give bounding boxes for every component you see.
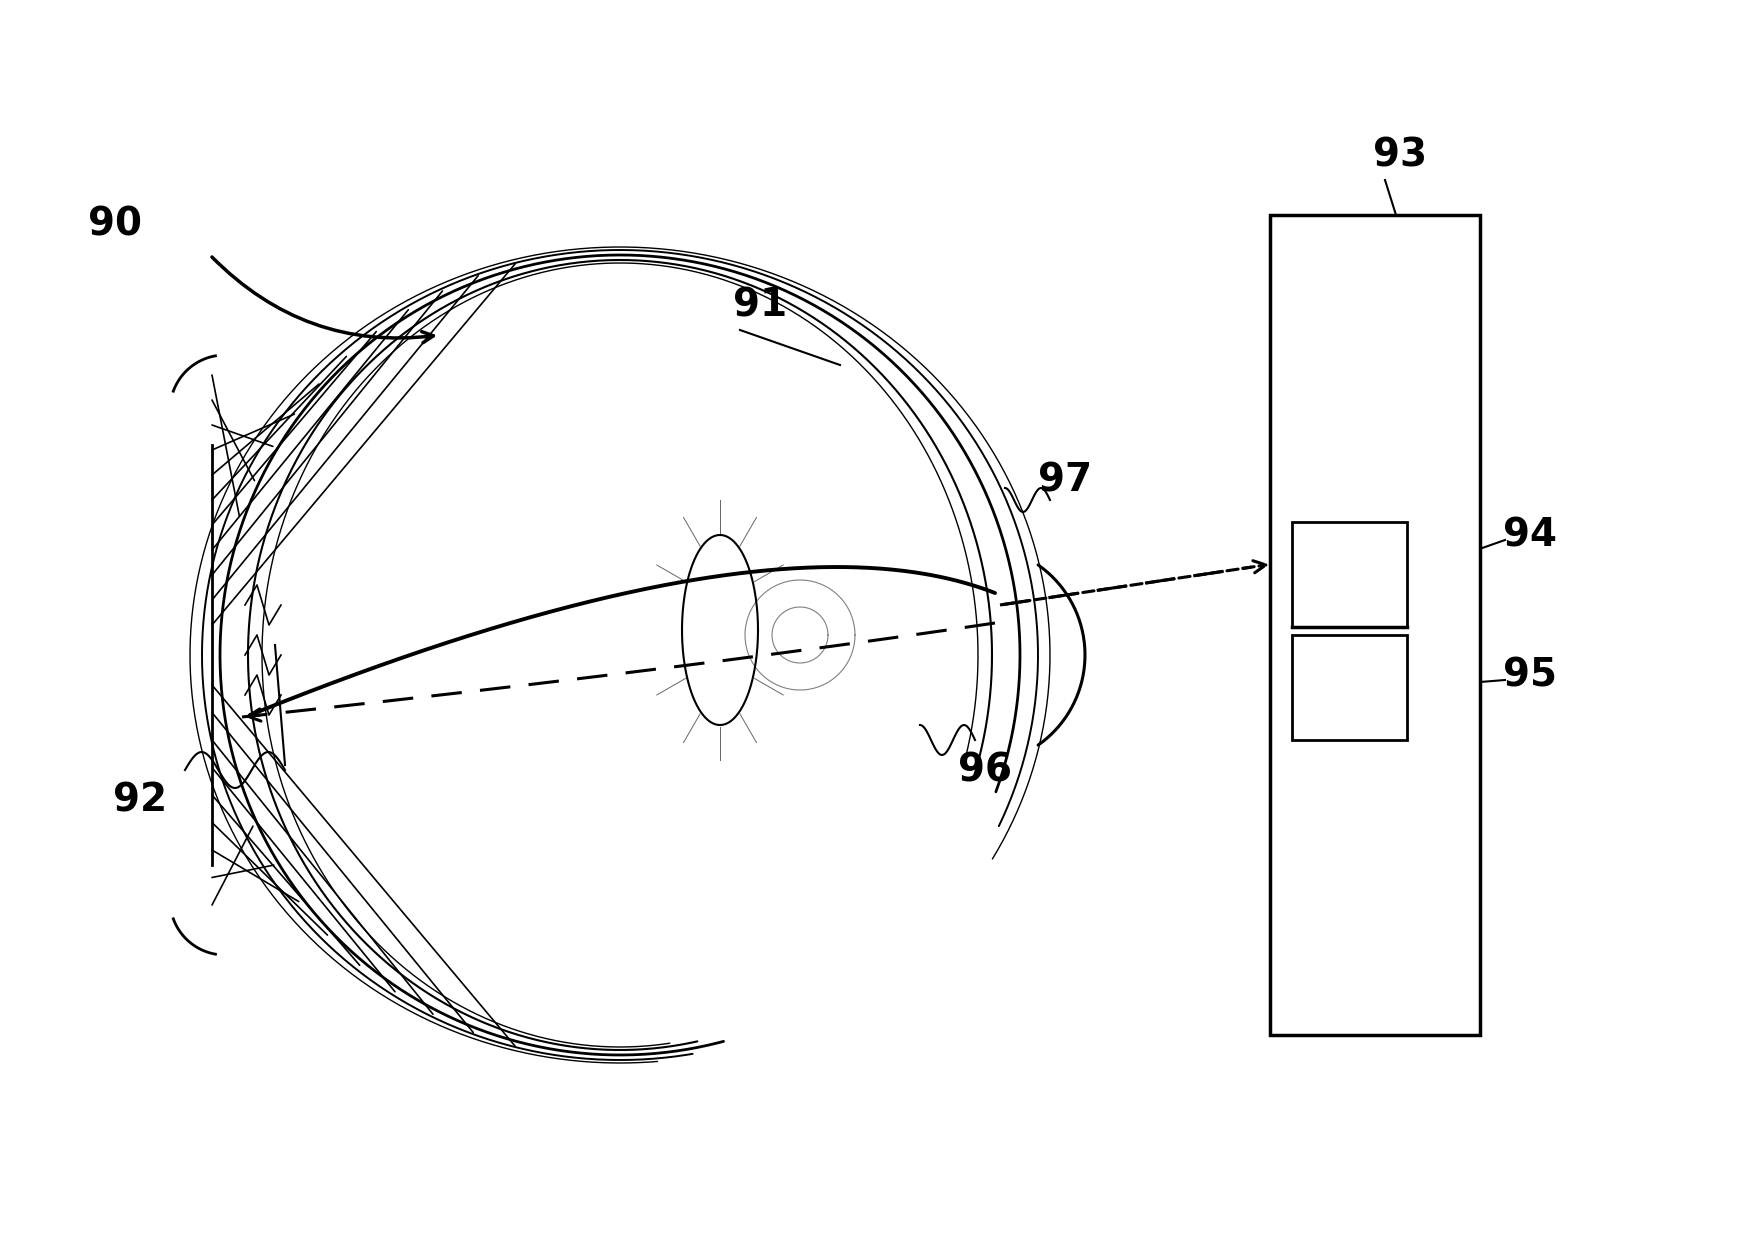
Text: 95: 95 bbox=[1503, 656, 1556, 694]
Text: 90: 90 bbox=[89, 206, 142, 243]
Text: 97: 97 bbox=[1039, 461, 1093, 499]
Text: 93: 93 bbox=[1372, 136, 1428, 174]
Text: 94: 94 bbox=[1503, 516, 1556, 553]
Bar bbox=[1292, 522, 1407, 628]
Text: 91: 91 bbox=[733, 286, 787, 324]
Bar bbox=[1270, 215, 1480, 1035]
Text: 96: 96 bbox=[959, 750, 1013, 789]
Text: 92: 92 bbox=[113, 781, 167, 820]
Bar bbox=[1292, 635, 1407, 740]
